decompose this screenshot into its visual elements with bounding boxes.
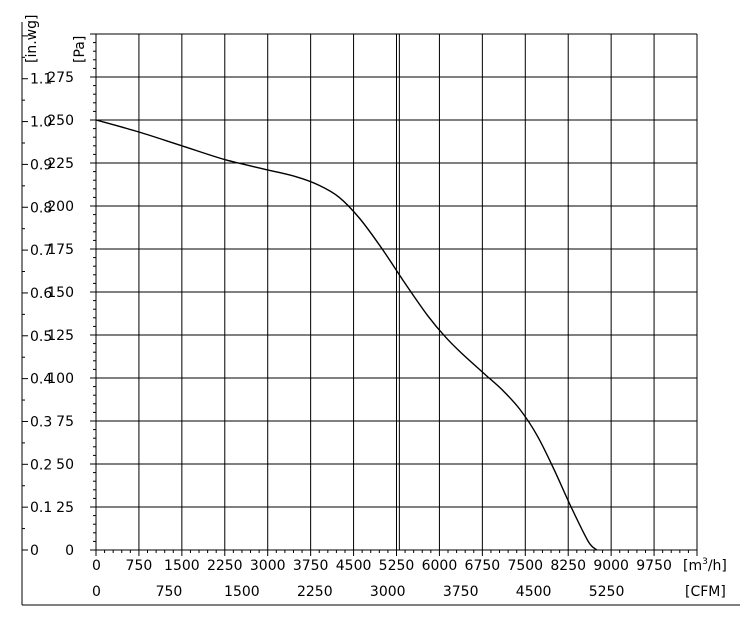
x-axis-unit-tail: /h] (708, 558, 727, 574)
x2-tick-label: 3000 (370, 584, 406, 600)
x2-tick-label: 3750 (443, 584, 479, 600)
y2-tick-label: 0.3 (30, 414, 52, 430)
x2-tick-label: 1500 (224, 584, 260, 600)
x-tick-label: 1500 (164, 558, 200, 574)
axis-units: [in.wg] [Pa] [m3/h] [CFM] (24, 15, 727, 600)
y-tick-label: 75 (56, 414, 74, 430)
x-tick-label: 2250 (207, 558, 243, 574)
y-tick-label: 150 (47, 285, 74, 301)
y2-tick-label: 0.6 (30, 286, 52, 302)
y-tick-label: 100 (47, 371, 74, 387)
x2-tick-label: 5250 (589, 584, 625, 600)
x-tick-label: 4500 (336, 558, 372, 574)
x-tick-label: 3750 (293, 558, 329, 574)
y2-tick-label: 0.2 (30, 457, 52, 473)
y-tick-label: 25 (56, 500, 74, 516)
x-tick-label: 8250 (550, 558, 586, 574)
y2-tick-label: 0.9 (30, 157, 52, 173)
y2-tick-label: 0.8 (30, 200, 52, 216)
y-tick-label: 0 (65, 543, 74, 559)
y2-tick-label: 0.4 (30, 372, 52, 388)
x2-tick-label: 750 (156, 584, 183, 600)
y2-tick-label: 0 (30, 543, 39, 559)
x-tick-label: 750 (126, 558, 153, 574)
x-axis-unit-base: [m (683, 558, 702, 574)
y-tick-label: 125 (47, 328, 74, 344)
y-tick-label: 225 (47, 156, 74, 172)
x-tick-label: 9000 (593, 558, 629, 574)
y2-tick-label: 1.1 (30, 72, 52, 88)
x-tick-label: 3000 (250, 558, 286, 574)
y2-tick-label: 0.5 (30, 329, 52, 345)
x-axis-unit-superscript: 3 (702, 557, 708, 567)
y2-tick-label: 1.0 (30, 115, 52, 131)
x2-tick-label: 2250 (297, 584, 333, 600)
axes (21, 22, 740, 606)
x-tick-label: 0 (92, 558, 101, 574)
y2-tick-label: 0.1 (30, 500, 52, 516)
y-tick-label: 50 (56, 457, 74, 473)
x2-tick-label: 4500 (516, 584, 552, 600)
x-axis-unit-label: [m3/h] (683, 557, 727, 574)
x-tick-label: 6750 (465, 558, 501, 574)
grid-lines (96, 33, 698, 550)
fan-curve-line (95, 119, 598, 551)
x2-axis-unit-label: [CFM] (685, 584, 726, 600)
y-tick-label: 275 (47, 70, 74, 86)
data-series (95, 34, 598, 551)
y-axis-unit-label: [Pa] (72, 36, 88, 63)
y-tick-label: 200 (47, 199, 74, 215)
x2-tick-label: 0 (92, 584, 101, 600)
y2-tick-label: 0.7 (30, 243, 52, 259)
tick-marks (22, 33, 698, 556)
y2-axis-unit-label: [in.wg] (24, 15, 40, 63)
y-tick-label: 250 (47, 113, 74, 129)
x-tick-label: 6000 (422, 558, 458, 574)
x-tick-label: 9750 (636, 558, 672, 574)
y-tick-label: 175 (47, 242, 74, 258)
x-tick-label: 7500 (507, 558, 543, 574)
tick-labels: 0 25 50 75 100 125 150 175 200 225 250 275 0 0.1 0.2 0.… (30, 70, 672, 600)
x-tick-label: 5250 (379, 558, 415, 574)
